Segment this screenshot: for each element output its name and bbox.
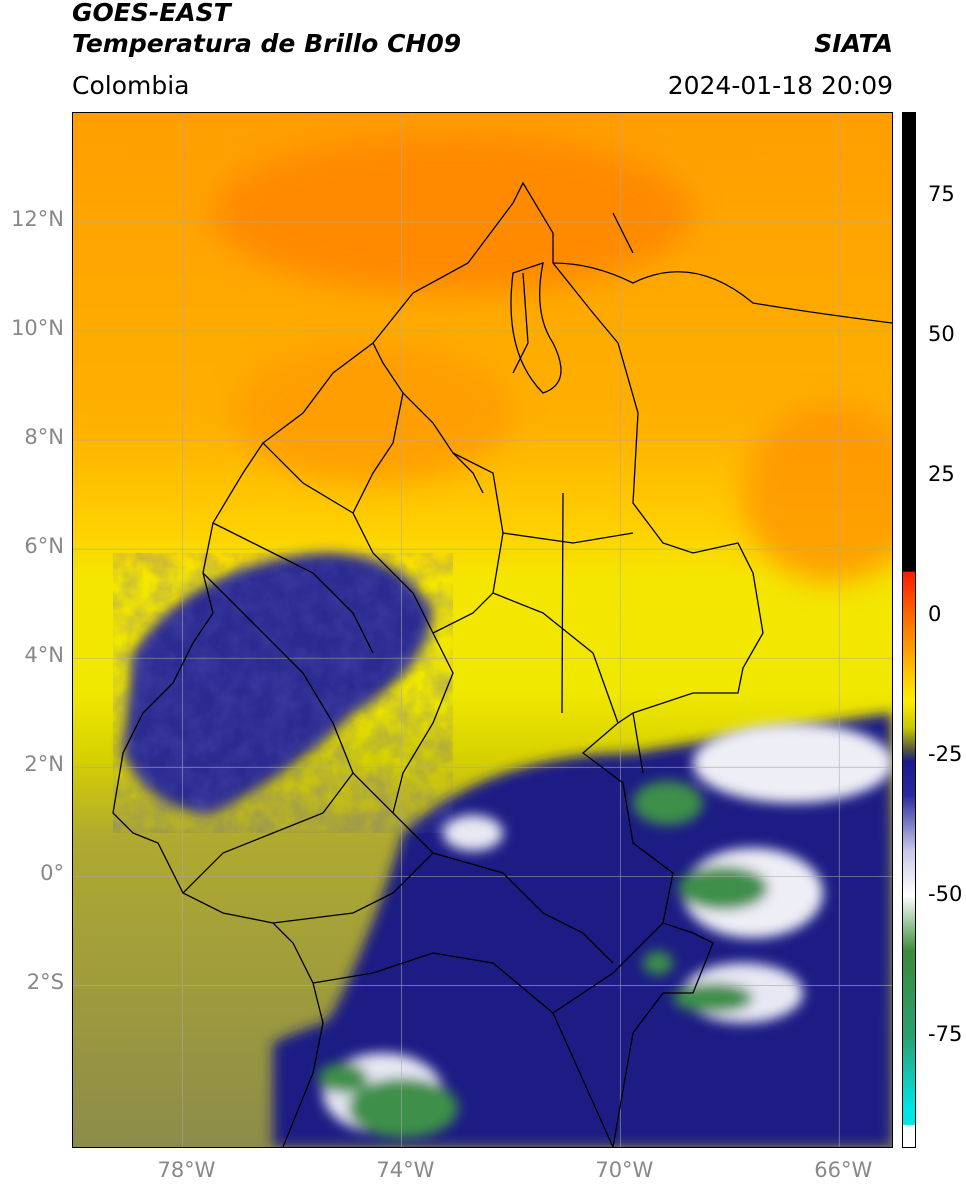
- satellite-title: GOES-EAST: [72, 0, 231, 27]
- colorbar: [902, 112, 916, 1148]
- cloud-texture: [113, 553, 453, 833]
- lat-tick-label: 0°: [40, 861, 64, 886]
- colorbar-tick-label: -50: [928, 882, 963, 906]
- lat-tick-label: 6°N: [24, 534, 64, 559]
- country-borders: [112, 181, 892, 1147]
- satellite-map[interactable]: [72, 112, 893, 1148]
- region-label: Colombia: [72, 71, 190, 100]
- lat-tick-label: 4°N: [24, 643, 64, 668]
- lat-tick-label: 8°N: [24, 425, 64, 450]
- lat-tick-label: 12°N: [11, 207, 64, 232]
- grid-lines: [73, 113, 892, 1147]
- lon-tick-label: 78°W: [157, 1158, 216, 1182]
- institution-label: SIATA: [814, 29, 893, 58]
- colorbar-tick-label: 25: [928, 462, 955, 486]
- product-title: Temperatura de Brillo CH09: [72, 29, 462, 58]
- colorbar-tick-label: 50: [928, 322, 955, 346]
- lat-tick-label: 2°N: [24, 752, 64, 777]
- cloud-tops-cold: [318, 723, 892, 1138]
- lon-tick-label: 74°W: [376, 1158, 435, 1182]
- warm-dry-regions: [213, 133, 892, 583]
- colorbar-tick-label: -25: [928, 742, 963, 766]
- lon-tick-label: 70°W: [595, 1158, 654, 1182]
- lat-tick-label: 10°N: [11, 316, 64, 341]
- colorbar-tick-label: 75: [928, 182, 955, 206]
- colorbar-tick-label: 0: [928, 602, 942, 626]
- lon-tick-label: 66°W: [814, 1158, 873, 1182]
- lat-tick-label: 2°S: [26, 970, 64, 995]
- datetime-label: 2024-01-18 20:09: [667, 71, 893, 100]
- colorbar-tick-label: -75: [928, 1022, 963, 1046]
